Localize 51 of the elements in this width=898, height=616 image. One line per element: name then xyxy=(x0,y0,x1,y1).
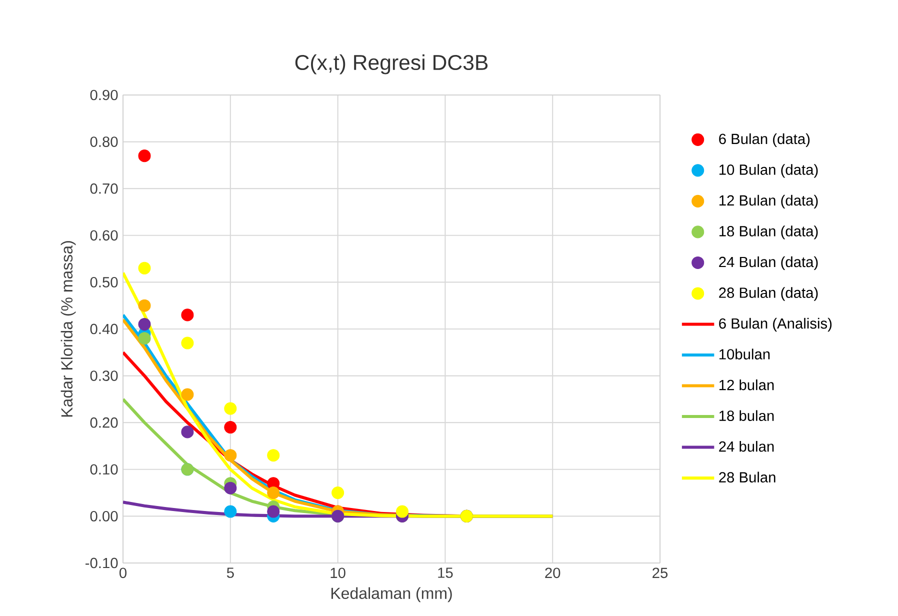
point xyxy=(181,308,194,322)
point xyxy=(396,505,409,518)
point xyxy=(181,388,194,401)
legend-label: 28 Bulan xyxy=(719,472,776,482)
legend-label: 10 Bulan (data) xyxy=(719,164,818,178)
x-tick-label: 5 xyxy=(226,568,234,578)
y-tick-label: 0.70 xyxy=(90,183,118,194)
point xyxy=(138,150,151,162)
point xyxy=(138,299,151,312)
y-tick-label: 0.20 xyxy=(90,417,118,428)
x-axis-title: Kedalaman (mm) xyxy=(331,587,452,602)
y-tick-label: 0.00 xyxy=(90,511,118,522)
legend-label: 6 Bulan (Analisis) xyxy=(719,318,832,332)
point xyxy=(224,482,237,494)
legend-label: 12 Bulan (data) xyxy=(719,194,818,209)
legend-label: 24 bulan xyxy=(719,440,774,452)
point xyxy=(138,318,151,331)
point xyxy=(181,426,194,438)
legend-label: 12 bulan xyxy=(719,379,774,390)
legend-label: 24 Bulan (data) xyxy=(719,256,818,270)
y-tick-label: -0.10 xyxy=(86,558,118,568)
legend-label: 18 Bulan (data) xyxy=(719,226,818,240)
x-tick-label: 20 xyxy=(545,568,560,578)
point xyxy=(267,505,280,518)
x-tick-label: 15 xyxy=(438,568,453,578)
chart-title: C(x,t) Regresi DC3B xyxy=(295,54,488,74)
point xyxy=(138,332,151,345)
legend-label: 28 Bulan (data) xyxy=(719,287,818,301)
point xyxy=(332,486,344,500)
y-axis-title: Kadar Klorida (% massa) xyxy=(60,241,76,417)
point xyxy=(224,505,237,518)
point xyxy=(224,402,237,415)
point xyxy=(224,420,237,434)
y-tick-label: 0.40 xyxy=(90,324,118,334)
point xyxy=(224,449,237,462)
y-tick-label: 0.10 xyxy=(90,464,118,475)
legend-label: 10bulan xyxy=(719,348,770,360)
point xyxy=(267,449,280,462)
point xyxy=(138,262,151,274)
x-tick-label: 0 xyxy=(119,568,126,578)
x-tick-label: 10 xyxy=(330,568,346,578)
y-tick-label: 0.90 xyxy=(90,90,118,100)
y-tick-label: 0.60 xyxy=(90,230,118,241)
y-tick-label: 0.50 xyxy=(90,277,118,288)
x-tick-label: 25 xyxy=(652,568,668,578)
point xyxy=(181,336,194,350)
y-tick-label: 0.30 xyxy=(90,370,118,381)
legend-label: 6 Bulan (data) xyxy=(719,133,810,148)
point xyxy=(267,486,280,500)
legend-label: 18 bulan xyxy=(719,410,774,421)
y-tick-label: 0.80 xyxy=(90,136,118,147)
